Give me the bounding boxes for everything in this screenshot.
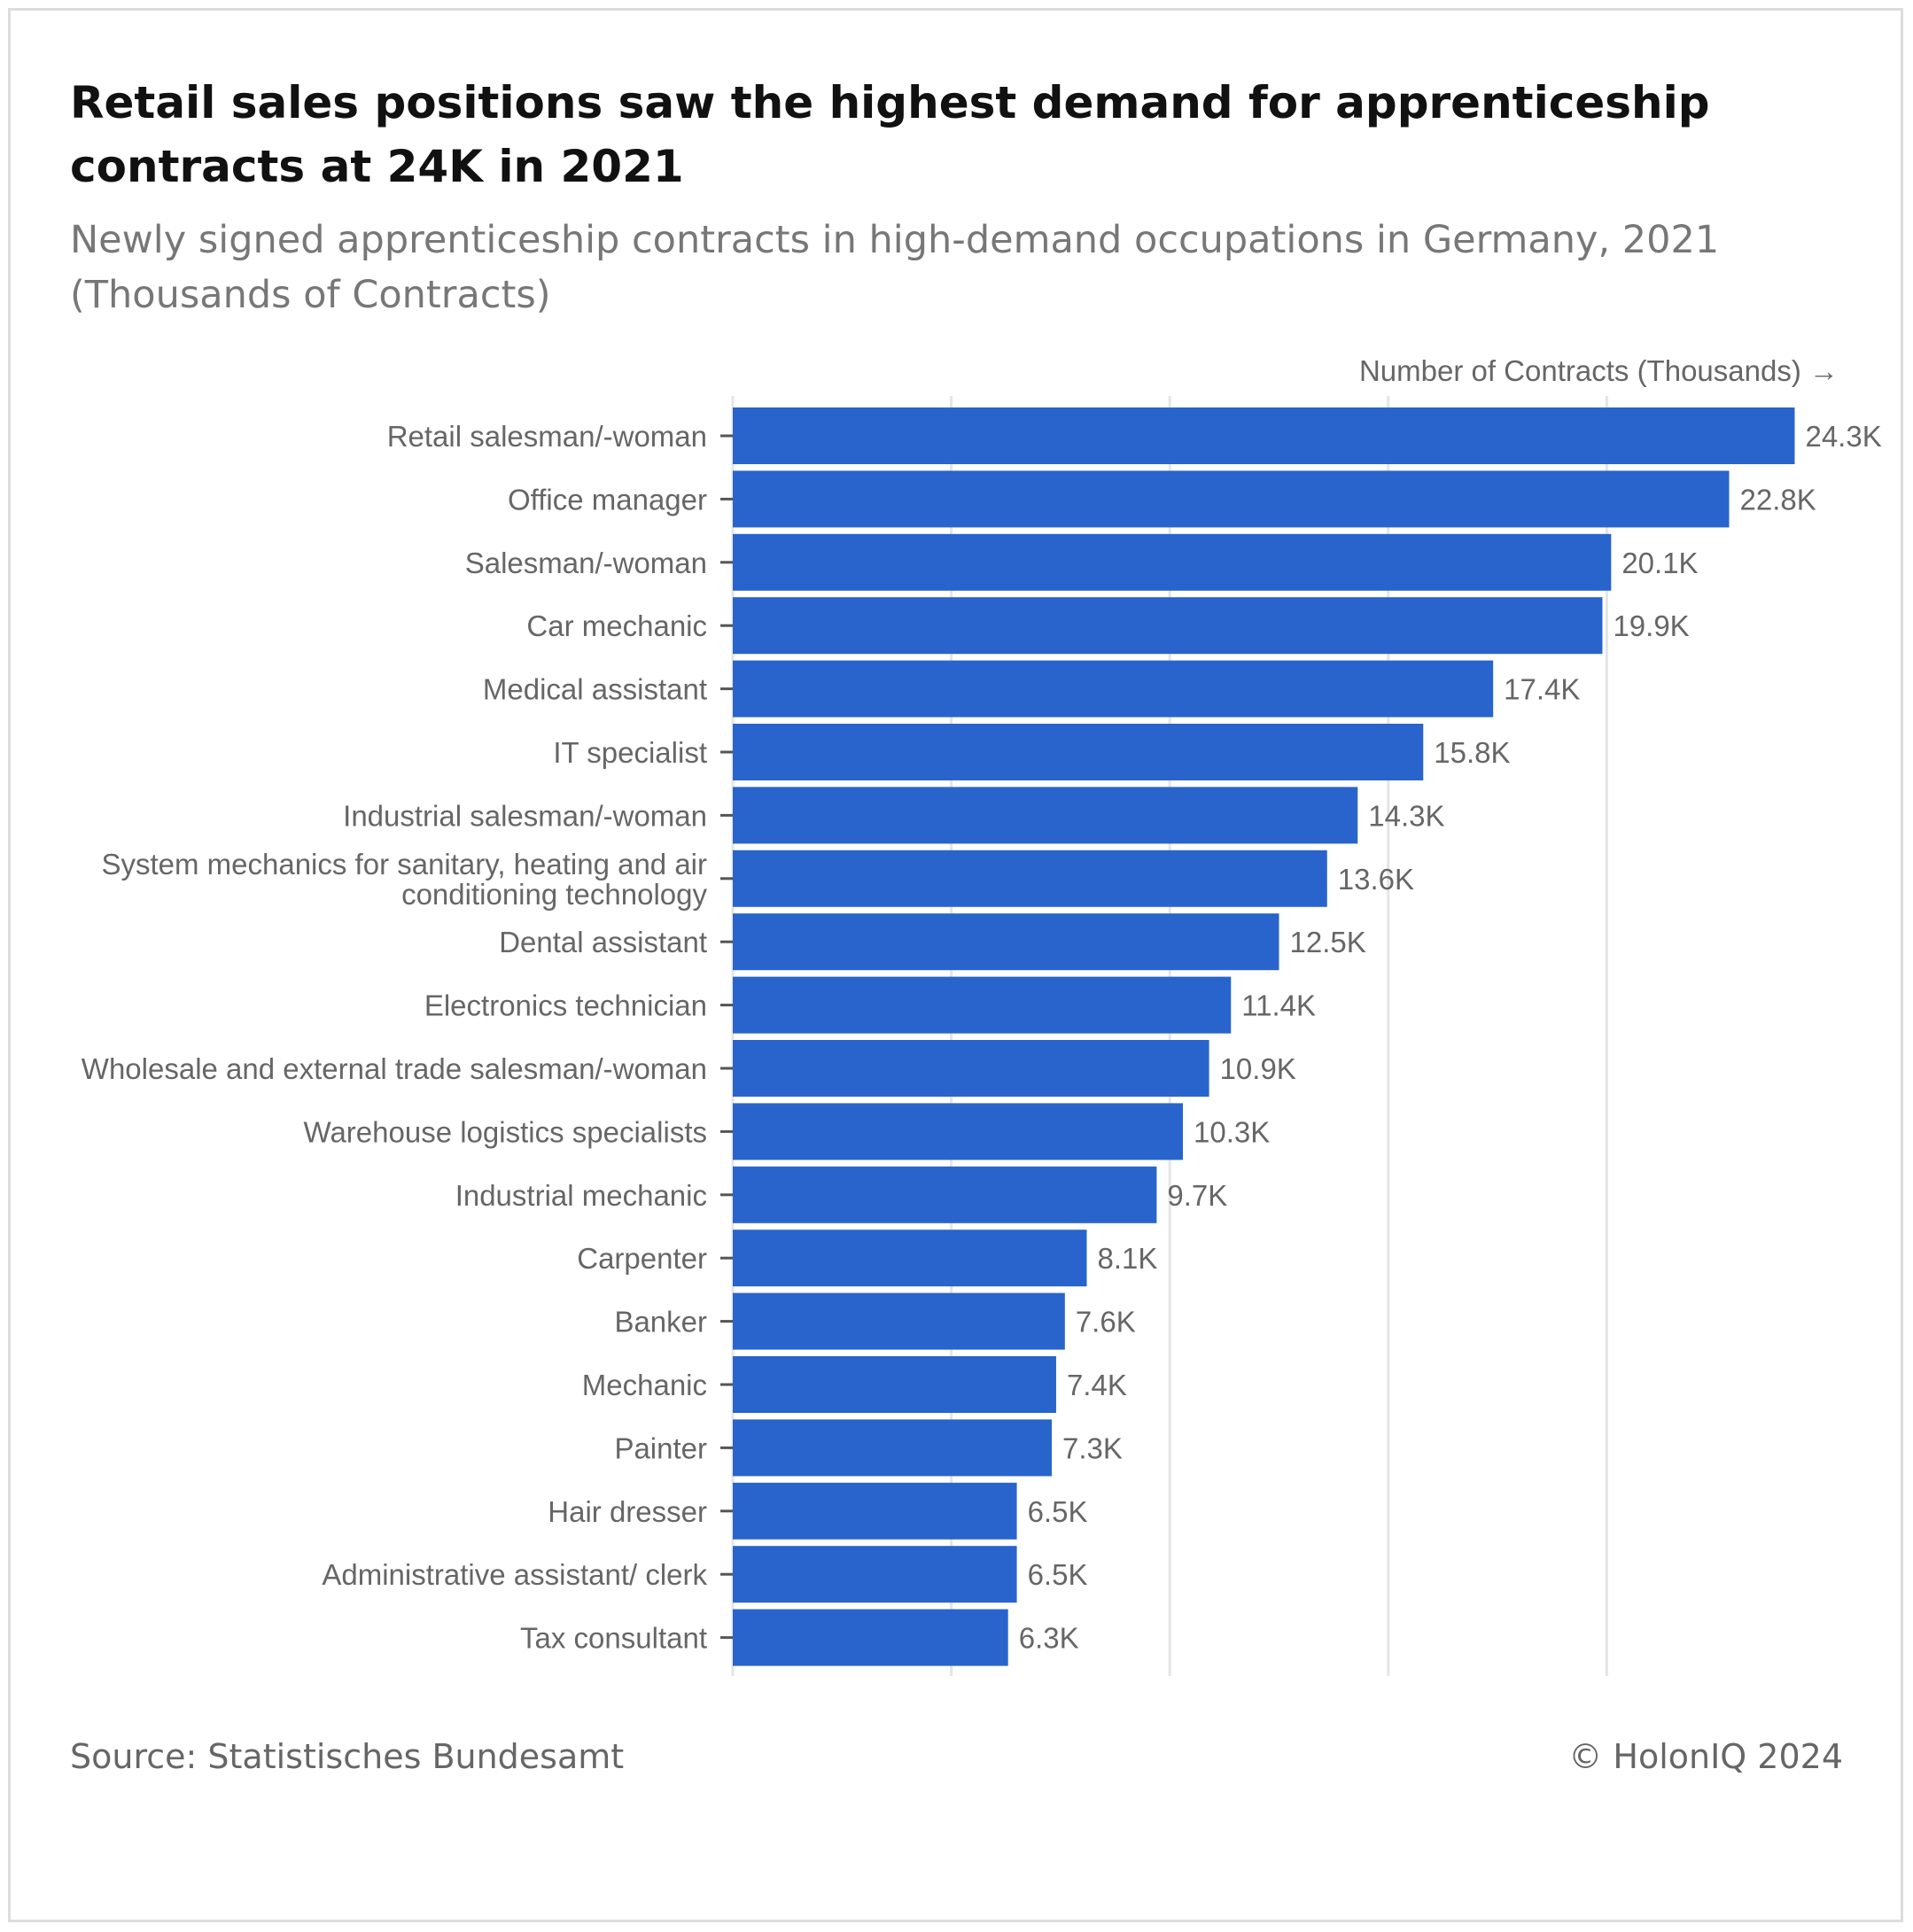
value-label: 9.7K [1167, 1179, 1227, 1212]
category-label: Salesman/-woman [465, 547, 707, 579]
category-label: Carpenter [577, 1242, 707, 1275]
bar [733, 913, 1279, 971]
category-label: Industrial mechanic [455, 1179, 707, 1212]
category-label: Retail salesman/-woman [387, 420, 707, 453]
bar [733, 407, 1795, 464]
bar [733, 533, 1612, 591]
bars [733, 407, 1795, 1666]
chart-title: Retail sales positions saw the highest d… [70, 77, 1710, 192]
value-label: 13.6K [1338, 863, 1414, 896]
value-label: 10.3K [1194, 1115, 1270, 1148]
value-label: 20.1K [1621, 547, 1698, 579]
bar [733, 1482, 1017, 1540]
category-labels: Retail salesman/-woman Office manager Sale… [82, 420, 733, 1655]
value-label: 8.1K [1097, 1242, 1157, 1275]
source-note: Source: Statistisches Bundesamt [70, 1737, 625, 1776]
value-label: 6.3K [1019, 1622, 1079, 1655]
value-label: 6.5K [1028, 1495, 1088, 1528]
category-label: Painter [614, 1432, 707, 1464]
value-label: 22.8K [1739, 483, 1816, 516]
bar [733, 1609, 1008, 1666]
value-label: 24.3K [1805, 420, 1881, 453]
category-label: Car mechanic [526, 609, 707, 642]
category-label: Wholesale and external trade salesman/-w… [82, 1052, 707, 1085]
category-label: IT specialist [553, 736, 707, 769]
bar [733, 597, 1603, 655]
bar [733, 1166, 1157, 1223]
value-label: 7.4K [1067, 1369, 1127, 1401]
category-label: Dental assistant [499, 926, 707, 958]
category-label: Administrative assistant/ clerk [322, 1558, 707, 1591]
category-label: Electronics technician [424, 989, 707, 1022]
bar [733, 470, 1730, 528]
bar [733, 1356, 1056, 1413]
category-label: Office manager [508, 483, 707, 516]
bar [733, 1419, 1053, 1477]
bar [733, 787, 1358, 844]
category-label: Mechanic [582, 1369, 707, 1401]
copyright-note: © HolonIQ 2024 [1568, 1737, 1843, 1776]
category-label: Warehouse logistics specialists [304, 1115, 707, 1148]
category-label: Tax consultant [520, 1622, 707, 1655]
value-label: 19.9K [1613, 609, 1689, 642]
bar [733, 1230, 1087, 1287]
value-label: 10.9K [1220, 1052, 1296, 1085]
value-label: 11.4K [1241, 989, 1316, 1022]
value-labels: 24.3K 22.8K 20.1K 19.9K 17.4K 15.8K 14.3K 13.6K… [1019, 420, 1882, 1655]
category-label: Industrial salesman/-woman [343, 799, 707, 832]
bar [733, 850, 1327, 907]
value-label: 15.8K [1434, 736, 1510, 769]
value-label: 14.3K [1368, 799, 1444, 832]
bar [733, 1103, 1183, 1160]
value-label: 17.4K [1504, 673, 1580, 706]
category-label: System mechanics for sanitary, heating a… [101, 848, 707, 911]
chart-subtitle: Newly signed apprenticeship contracts in… [70, 218, 1720, 317]
value-label: 12.5K [1290, 926, 1366, 958]
bar [733, 1040, 1209, 1097]
value-label: 6.5K [1028, 1558, 1088, 1591]
value-label: 7.3K [1062, 1432, 1123, 1464]
bar [733, 724, 1424, 780]
category-label: Banker [614, 1306, 707, 1338]
bar [733, 1546, 1017, 1603]
category-label: Hair dresser [548, 1495, 707, 1528]
bar [733, 1292, 1065, 1350]
value-label: 7.6K [1076, 1306, 1136, 1338]
bar [733, 976, 1232, 1034]
bar [733, 660, 1494, 718]
category-label: Medical assistant [483, 673, 707, 706]
x-axis-title: Number of Contracts (Thousands) → [1359, 354, 1839, 387]
